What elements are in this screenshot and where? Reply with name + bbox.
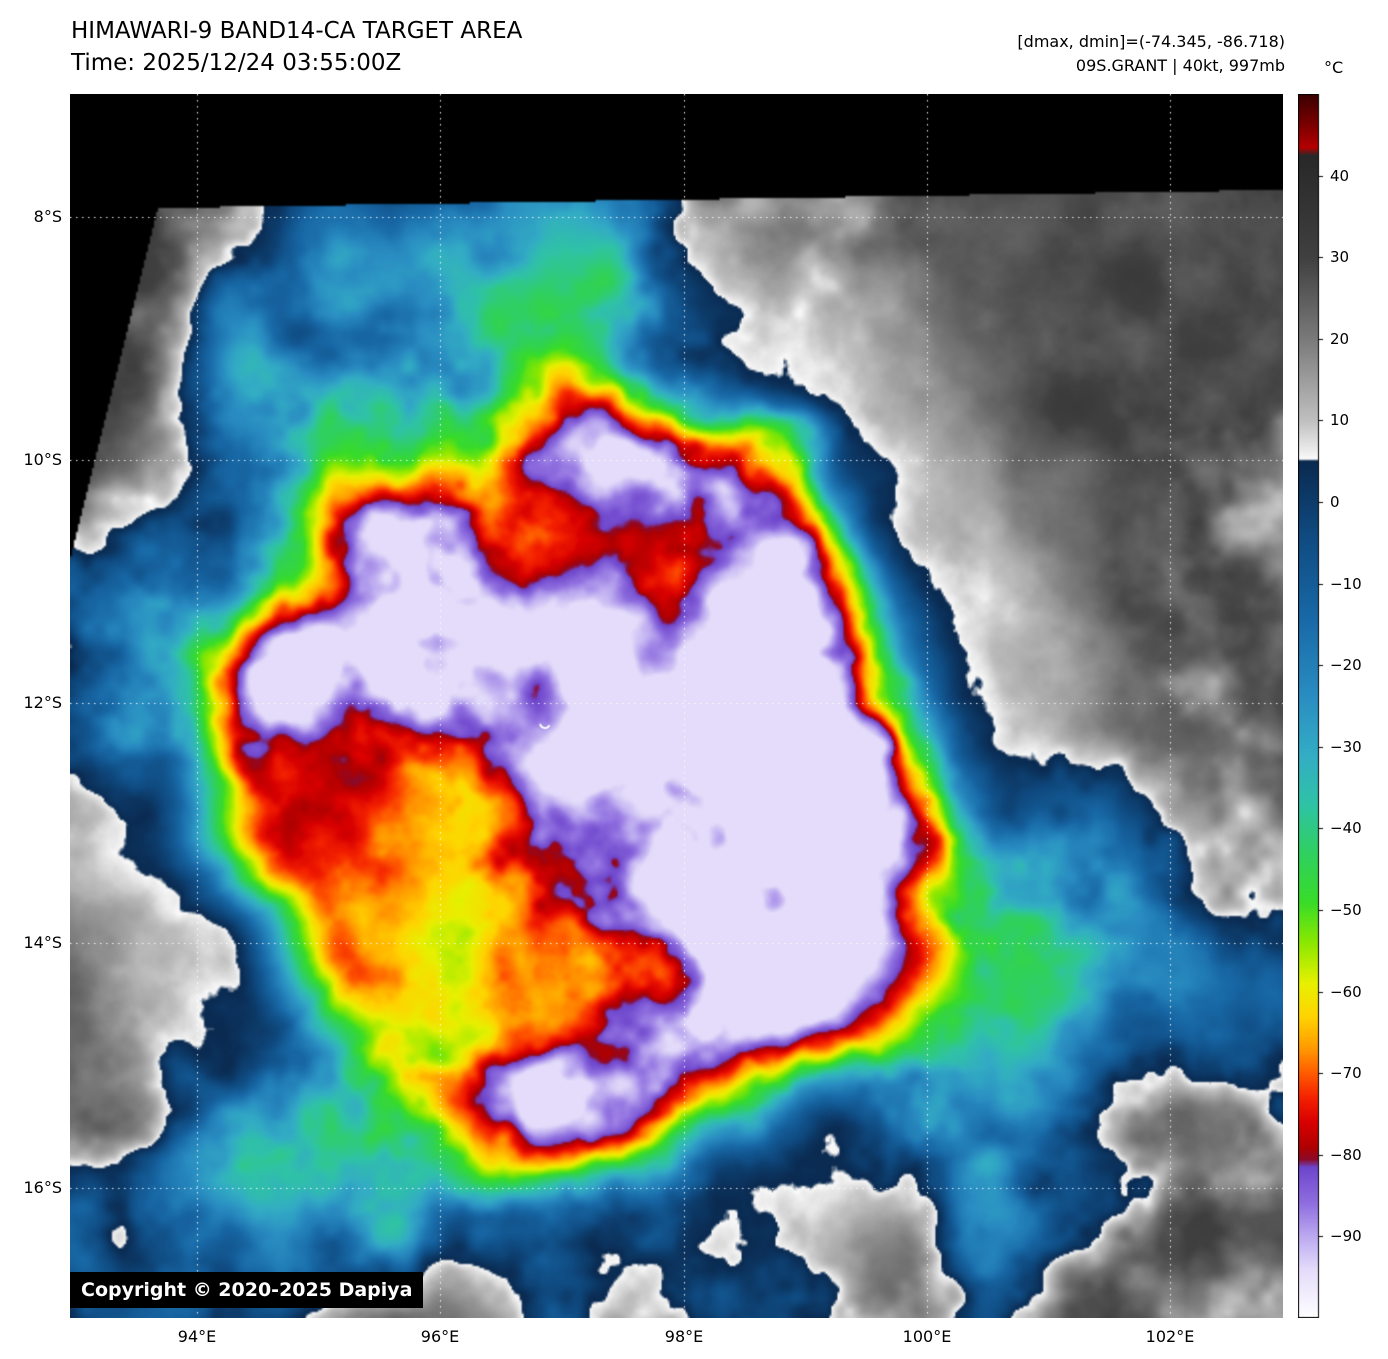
colorbar-tick-label: −20 xyxy=(1330,656,1362,675)
colorbar-tick-label: −80 xyxy=(1330,1145,1362,1164)
colorbar-tick-label: −50 xyxy=(1330,901,1362,919)
product-time: Time: 2025/12/24 03:55:00Z xyxy=(71,50,402,76)
colorbar-tick-label: −70 xyxy=(1330,1064,1362,1083)
lat-label: 8°S xyxy=(33,207,62,226)
lon-label: 94°E xyxy=(177,1327,217,1346)
colorbar-unit-label: °C xyxy=(1324,58,1344,77)
colorbar-tick-label: 30 xyxy=(1330,248,1350,267)
colorbar-tick-label: −60 xyxy=(1330,982,1362,1001)
dmax-dmin-annotation: [dmax, dmin]=(-74.345, -86.718) xyxy=(1017,32,1285,51)
lon-label: 98°E xyxy=(664,1327,704,1346)
colorbar-tick-label: 40 xyxy=(1330,166,1350,185)
lat-label: 14°S xyxy=(23,933,62,952)
colorbar-tick-label: 0 xyxy=(1330,493,1340,511)
colorbar-tick-label: −10 xyxy=(1330,574,1362,593)
satellite-ir-map xyxy=(70,94,1283,1318)
lon-label: 102°E xyxy=(1145,1327,1195,1346)
product-title: HIMAWARI-9 BAND14-CA TARGET AREA xyxy=(71,18,523,44)
lon-label: 96°E xyxy=(420,1327,460,1346)
colorbar-tick-label: 20 xyxy=(1330,329,1350,348)
colorbar-tick-label: −40 xyxy=(1330,819,1362,838)
copyright-badge: Copyright © 2020-2025 Dapiya xyxy=(70,1272,424,1308)
storm-info-annotation: 09S.GRANT | 40kt, 997mb xyxy=(1075,56,1285,75)
lat-label: 12°S xyxy=(23,693,62,712)
lat-label: 16°S xyxy=(23,1178,62,1197)
lon-label: 100°E xyxy=(902,1327,952,1346)
colorbar-tick-label: −90 xyxy=(1330,1227,1362,1246)
colorbar xyxy=(1298,94,1324,1318)
colorbar-tick-label: 10 xyxy=(1330,411,1350,430)
lat-label: 10°S xyxy=(23,450,62,469)
colorbar-tick-label: −30 xyxy=(1330,737,1362,756)
